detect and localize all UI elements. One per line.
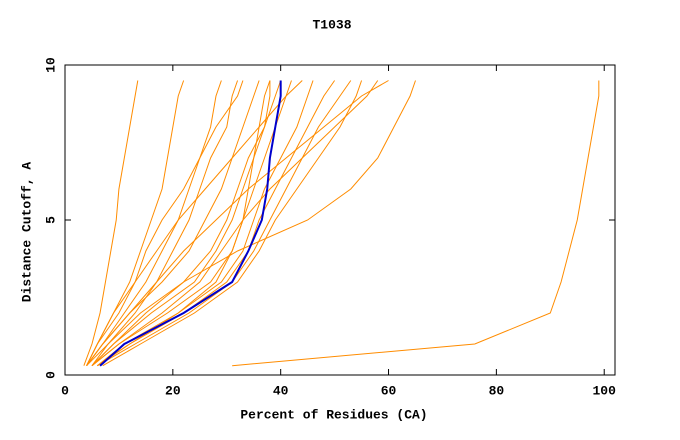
series-line: [232, 80, 600, 367]
x-tick-label: 0: [61, 383, 69, 398]
series-line: [86, 80, 416, 367]
chart-title: T1038: [312, 17, 351, 32]
series-line: [97, 80, 352, 367]
y-axis-label: Distance Cutoff, A: [19, 162, 34, 303]
series-line: [83, 80, 139, 366]
x-tick-label: 20: [165, 383, 181, 398]
series-line: [86, 80, 222, 366]
x-tick-label: 80: [489, 383, 505, 398]
series-line: [86, 80, 244, 366]
x-axis-label: Percent of Residues (CA): [240, 407, 427, 422]
series-line: [97, 80, 314, 367]
y-tick-label: 10: [43, 57, 58, 73]
series-line: [86, 80, 303, 366]
series-line: [86, 80, 389, 366]
y-tick-label: 5: [43, 216, 58, 224]
series-line: [102, 80, 363, 367]
series-line: [91, 80, 271, 367]
series-line: [99, 80, 282, 367]
plot-frame: [64, 64, 616, 376]
series-line: [97, 80, 336, 367]
x-tick-label: 100: [593, 383, 617, 398]
series-line: [91, 80, 239, 366]
x-tick-label: 60: [381, 383, 397, 398]
x-tick-label: 40: [273, 383, 289, 398]
y-tick-label: 0: [43, 371, 58, 379]
